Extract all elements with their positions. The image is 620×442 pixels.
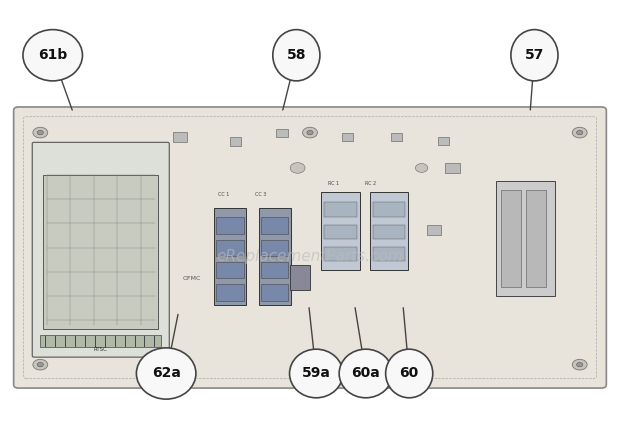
Bar	[438, 137, 449, 145]
Bar	[526, 190, 546, 287]
Ellipse shape	[339, 349, 392, 398]
Text: 58: 58	[286, 48, 306, 62]
Text: eReplacementParts.com: eReplacementParts.com	[216, 249, 404, 264]
Text: 59a: 59a	[302, 366, 330, 381]
Bar	[427, 225, 441, 235]
Bar	[501, 190, 521, 287]
Bar	[261, 217, 288, 234]
Ellipse shape	[23, 30, 82, 81]
Bar	[324, 225, 356, 239]
Ellipse shape	[290, 349, 343, 398]
FancyBboxPatch shape	[32, 142, 169, 357]
Bar	[230, 137, 241, 146]
Bar	[216, 240, 244, 256]
Circle shape	[388, 219, 406, 232]
Bar	[370, 192, 408, 270]
Ellipse shape	[511, 30, 558, 81]
Ellipse shape	[273, 30, 320, 81]
Text: RC 1: RC 1	[328, 181, 339, 186]
Bar	[373, 247, 405, 261]
Bar	[276, 129, 288, 137]
Text: CC 1: CC 1	[218, 192, 229, 197]
Bar	[216, 284, 244, 301]
FancyBboxPatch shape	[14, 107, 606, 388]
Bar	[373, 225, 405, 239]
Circle shape	[303, 127, 317, 138]
Bar	[496, 181, 555, 296]
Bar	[261, 284, 288, 301]
Bar	[290, 265, 310, 290]
Bar	[214, 208, 246, 305]
Text: 60: 60	[399, 366, 419, 381]
Circle shape	[572, 127, 587, 138]
Text: CC 3: CC 3	[255, 192, 266, 197]
Text: OFMC: OFMC	[183, 276, 202, 281]
Circle shape	[290, 163, 305, 173]
Bar	[173, 132, 187, 142]
Circle shape	[37, 130, 43, 135]
Text: 62a: 62a	[152, 366, 180, 381]
Circle shape	[33, 127, 48, 138]
Bar	[216, 217, 244, 234]
Text: 61b: 61b	[38, 48, 68, 62]
Text: 60a: 60a	[352, 366, 380, 381]
Ellipse shape	[136, 348, 196, 399]
Circle shape	[572, 359, 587, 370]
Ellipse shape	[386, 349, 433, 398]
Circle shape	[307, 130, 313, 135]
Bar	[391, 133, 402, 141]
Circle shape	[307, 362, 313, 367]
Bar	[445, 163, 460, 173]
Circle shape	[37, 362, 43, 367]
Bar	[43, 175, 158, 329]
Circle shape	[415, 164, 428, 172]
Bar	[373, 202, 405, 217]
Bar	[216, 262, 244, 278]
Circle shape	[577, 362, 583, 367]
Text: RC 2: RC 2	[365, 181, 376, 186]
Bar	[261, 262, 288, 278]
Bar	[40, 335, 161, 347]
Bar	[321, 192, 360, 270]
Circle shape	[303, 359, 317, 370]
Bar	[342, 133, 353, 141]
Text: 57: 57	[525, 48, 544, 62]
Bar	[259, 208, 291, 305]
Bar	[324, 202, 356, 217]
Circle shape	[33, 359, 48, 370]
Bar	[324, 247, 356, 261]
Circle shape	[577, 130, 583, 135]
Bar	[261, 240, 288, 256]
Text: RTSC: RTSC	[94, 347, 108, 352]
